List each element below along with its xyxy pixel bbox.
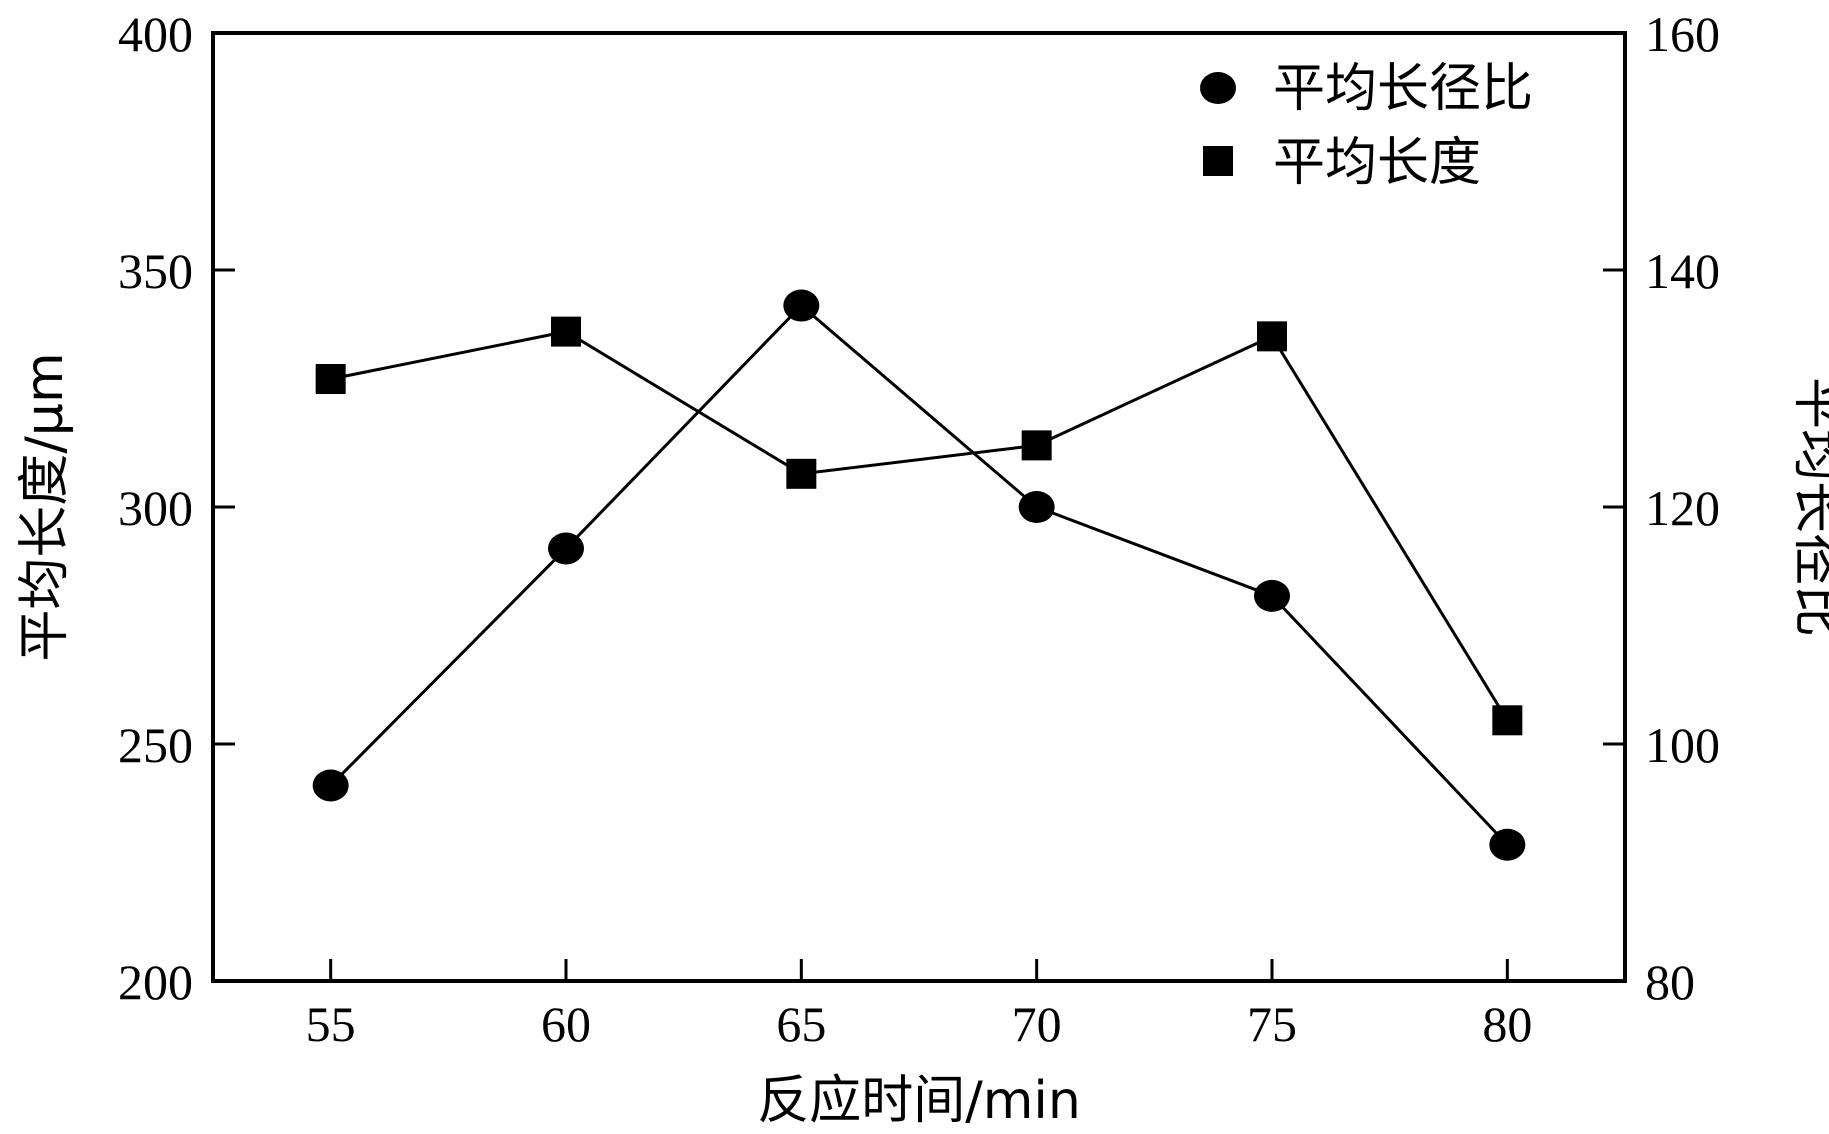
aspect-ratio-point: [1489, 828, 1526, 861]
legend-circle-marker: [1200, 72, 1236, 104]
length-series-line: [330, 330, 1509, 722]
legend-label-length: 平均长度: [1273, 133, 1481, 193]
aspect-ratio-point: [548, 532, 584, 565]
length-point: [551, 316, 581, 347]
right-y-tick-label: 120: [1645, 480, 1720, 536]
right-y-axis-title: 平均长径比: [1787, 377, 1829, 637]
length-point: [1492, 705, 1523, 736]
aspect-ratio-point: [1018, 491, 1055, 523]
right-y-tick-label: 100: [1645, 717, 1720, 773]
left-y-tick-label: 300: [118, 480, 193, 536]
length-point: [1257, 321, 1287, 352]
left-y-tick-label: 400: [118, 6, 193, 62]
legend-square-marker: [1203, 146, 1233, 176]
series-lines: [329, 303, 1509, 846]
legend-label-aspect-ratio: 平均长径比: [1273, 59, 1533, 119]
x-tick-label: 75: [1247, 996, 1297, 1052]
length-point: [315, 364, 346, 395]
aspect-ratio-point: [1254, 579, 1290, 612]
legend: 平均长径比 平均长度: [1200, 59, 1533, 193]
right-y-tick-label: 140: [1645, 243, 1720, 299]
left-y-axis-title: 平均长度/μm: [15, 352, 75, 661]
x-tick-label: 80: [1482, 996, 1532, 1052]
right-y-tick-label: 160: [1645, 6, 1720, 62]
length-point: [1021, 430, 1052, 461]
right-y-tick-label: 80: [1645, 954, 1695, 1010]
x-tick-label: 55: [306, 996, 356, 1052]
left-y-tick-label: 250: [118, 717, 193, 773]
x-tick-label: 70: [1012, 996, 1062, 1052]
left-y-tick-label: 350: [118, 243, 193, 299]
series-markers: [312, 289, 1526, 861]
left-y-tick-label: 200: [118, 954, 193, 1010]
tick-group: 55 60 65 70 75 80 200 250 300 350 400 80 100 120 140 16…: [118, 6, 1720, 1052]
x-axis-title: 反应时间/min: [757, 1071, 1081, 1131]
x-tick-label: 60: [541, 996, 591, 1052]
length-point: [786, 458, 817, 489]
aspect-ratio-point: [312, 769, 349, 802]
x-tick-label: 65: [776, 996, 826, 1052]
aspect-ratio-point: [783, 289, 820, 322]
aspect-ratio-series-line: [329, 303, 1509, 846]
